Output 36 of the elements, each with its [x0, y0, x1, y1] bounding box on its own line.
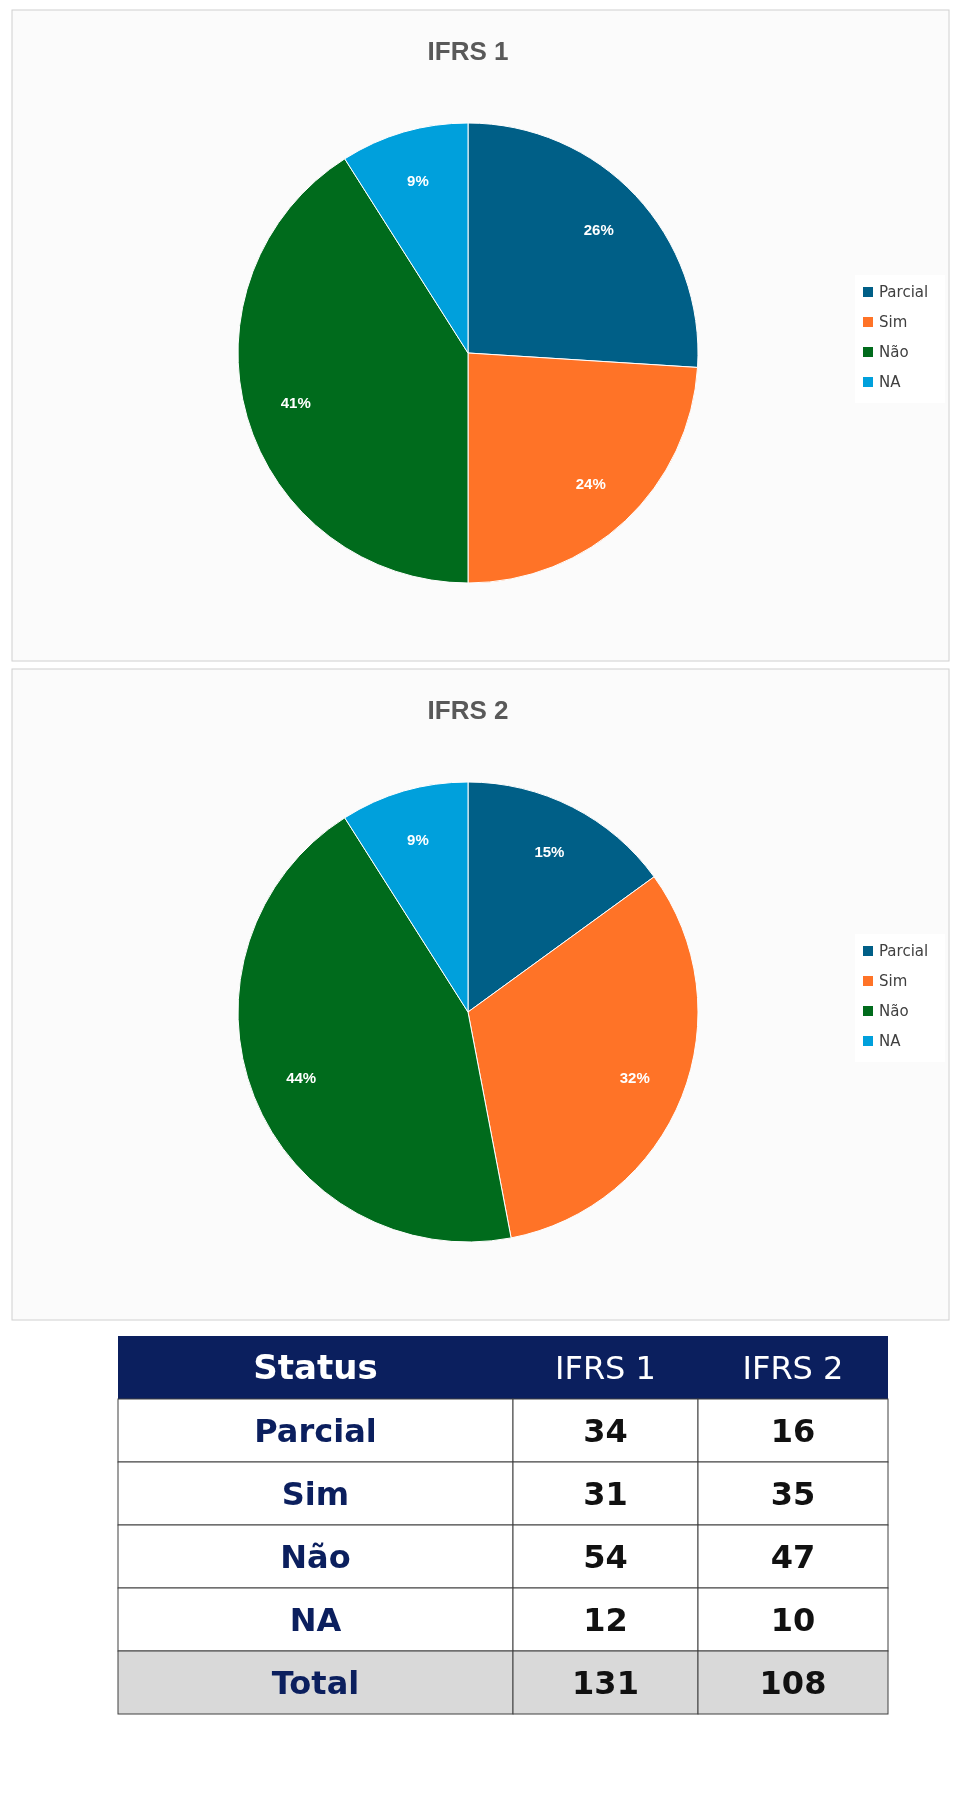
- legend-label: NA: [879, 1032, 902, 1050]
- data-label: 9%: [407, 171, 429, 189]
- data-label: 47: [770, 1537, 816, 1576]
- data-label: 131: [572, 1663, 639, 1702]
- chart-title: IFRS 2: [427, 695, 509, 725]
- data-label: 34: [583, 1411, 628, 1450]
- data-label: 54: [583, 1537, 628, 1576]
- legend-label: Não: [879, 343, 909, 361]
- data-label: 15%: [534, 843, 565, 861]
- data-label: 32%: [619, 1069, 650, 1087]
- data-label: 12: [583, 1600, 628, 1639]
- data-label: 35: [770, 1474, 816, 1513]
- data-label: 16: [770, 1411, 816, 1450]
- data-label: 44%: [286, 1069, 317, 1087]
- data-label: 108: [759, 1663, 827, 1702]
- series-label: IFRS 1: [555, 1348, 656, 1387]
- data-label: 10: [770, 1600, 816, 1639]
- category-label: Total: [271, 1663, 360, 1702]
- legend-label: Parcial: [879, 942, 929, 960]
- chart-title: IFRS 1: [427, 36, 509, 66]
- category-label: Não: [280, 1537, 351, 1576]
- legend-label: Não: [879, 1002, 909, 1020]
- series-label: IFRS 2: [742, 1348, 844, 1387]
- legend-label: Sim: [879, 313, 908, 331]
- category-label: Parcial: [254, 1411, 377, 1450]
- data-label: 31: [583, 1474, 628, 1513]
- text: Status: [253, 1347, 378, 1388]
- category-label: NA: [289, 1600, 342, 1639]
- legend-label: NA: [879, 373, 902, 391]
- legend-label: Parcial: [879, 283, 929, 301]
- data-label: 24%: [575, 475, 606, 493]
- data-label: 26%: [583, 221, 614, 239]
- data-label: 9%: [407, 830, 429, 848]
- data-label: 41%: [280, 394, 311, 412]
- legend-label: Sim: [879, 972, 908, 990]
- category-label: Sim: [281, 1474, 350, 1513]
